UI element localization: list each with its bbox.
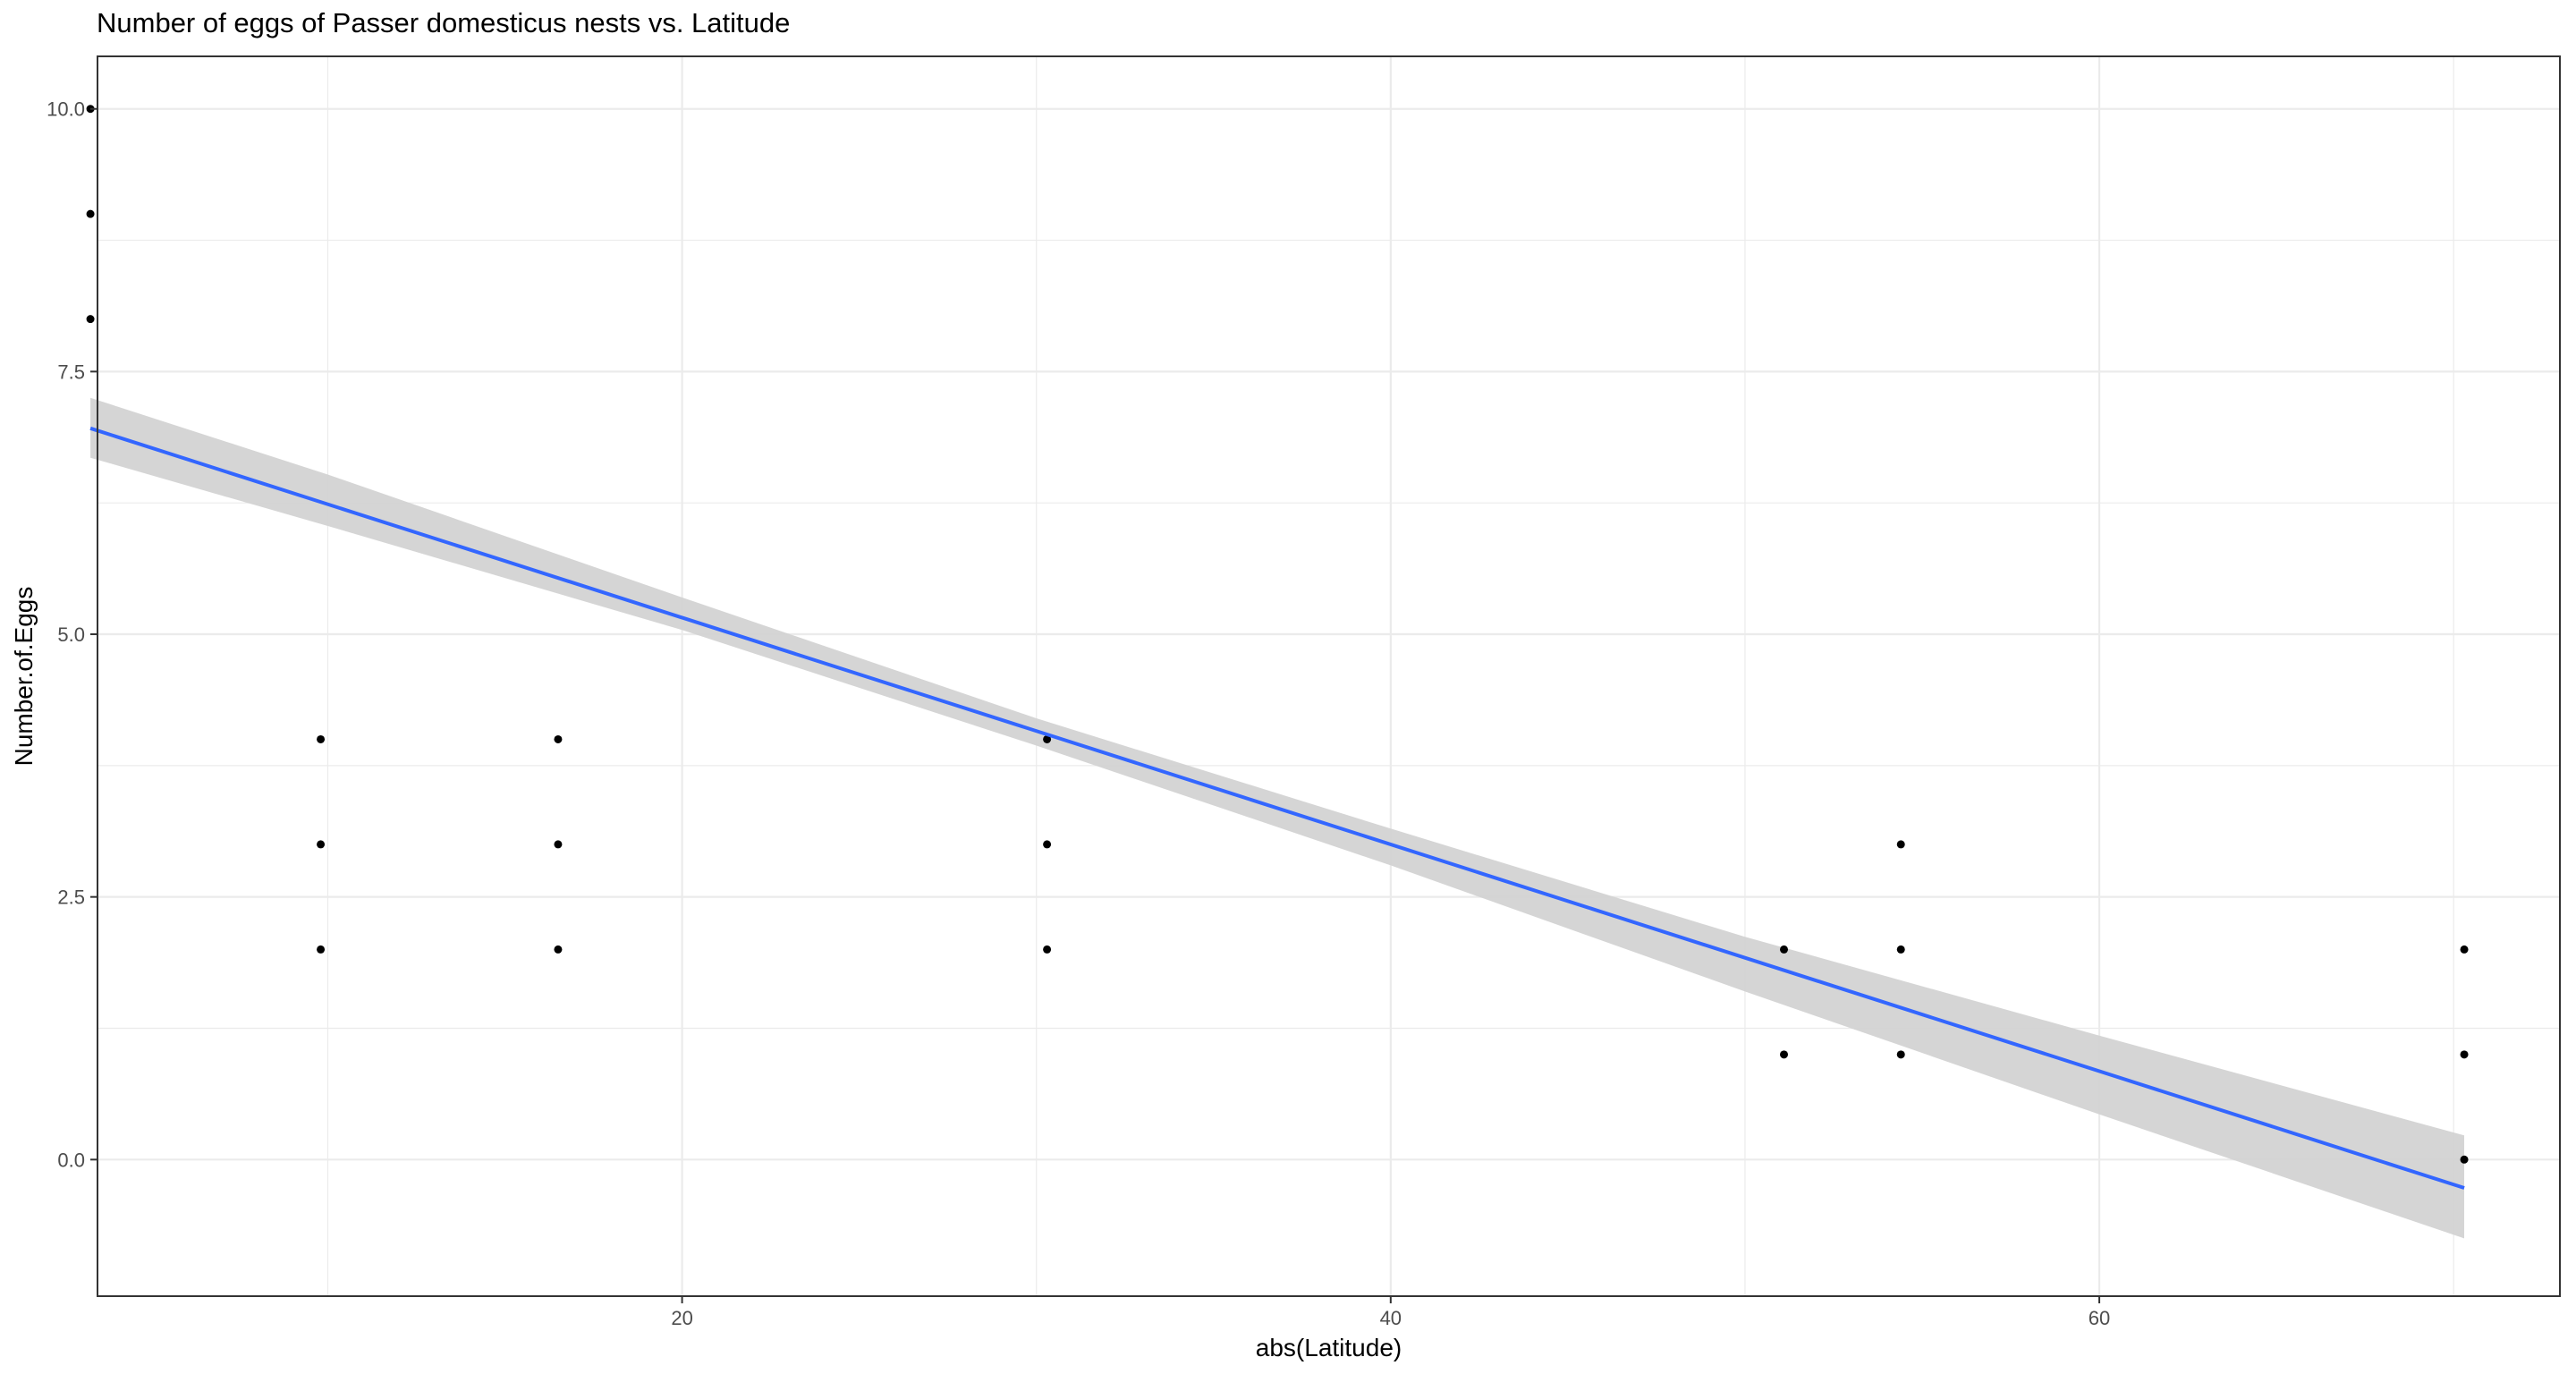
- x-axis-ticks: 20 40 60: [671, 1296, 2110, 1329]
- data-point: [2460, 1050, 2469, 1059]
- x-tick-label: 60: [2089, 1307, 2110, 1329]
- fit-line-layer: [89, 426, 2465, 1190]
- y-tick-label: 0.0: [57, 1149, 85, 1171]
- data-point: [2460, 945, 2469, 954]
- chart-title: Number of eggs of Passer domesticus nest…: [97, 7, 791, 38]
- data-point: [1896, 945, 1905, 954]
- data-point: [1043, 734, 1052, 743]
- data-point: [1780, 1050, 1789, 1059]
- confidence-band: [90, 397, 2464, 1239]
- y-axis-title: Number.of.Eggs: [10, 587, 38, 767]
- data-point: [554, 945, 563, 954]
- data-point: [1780, 945, 1789, 954]
- data-point: [317, 840, 326, 849]
- data-point: [86, 315, 95, 324]
- data-point: [317, 734, 326, 743]
- data-point: [1043, 840, 1052, 849]
- data-point: [86, 209, 95, 218]
- confidence-band-layer: [90, 397, 2464, 1239]
- data-points: [86, 105, 2469, 1164]
- regression-line: [89, 426, 2465, 1190]
- y-tick-label: 7.5: [57, 360, 85, 383]
- x-tick-label: 40: [1380, 1307, 1402, 1329]
- x-axis-title: abs(Latitude): [1256, 1334, 1402, 1361]
- x-tick-label: 20: [671, 1307, 692, 1329]
- y-tick-label: 2.5: [57, 886, 85, 909]
- panel-border: [97, 55, 2561, 1297]
- data-point: [1043, 945, 1052, 954]
- data-point: [2460, 1155, 2469, 1164]
- data-point: [554, 734, 563, 743]
- y-axis-ticks: 0.0 2.5 5.0 7.5 10.0: [47, 98, 97, 1171]
- minor-gridlines: [97, 56, 2560, 1296]
- data-point: [554, 840, 563, 849]
- data-point: [1896, 1050, 1905, 1059]
- data-point: [317, 945, 326, 954]
- y-tick-label: 10.0: [47, 98, 85, 121]
- data-point: [1896, 840, 1905, 849]
- y-tick-label: 5.0: [57, 623, 85, 646]
